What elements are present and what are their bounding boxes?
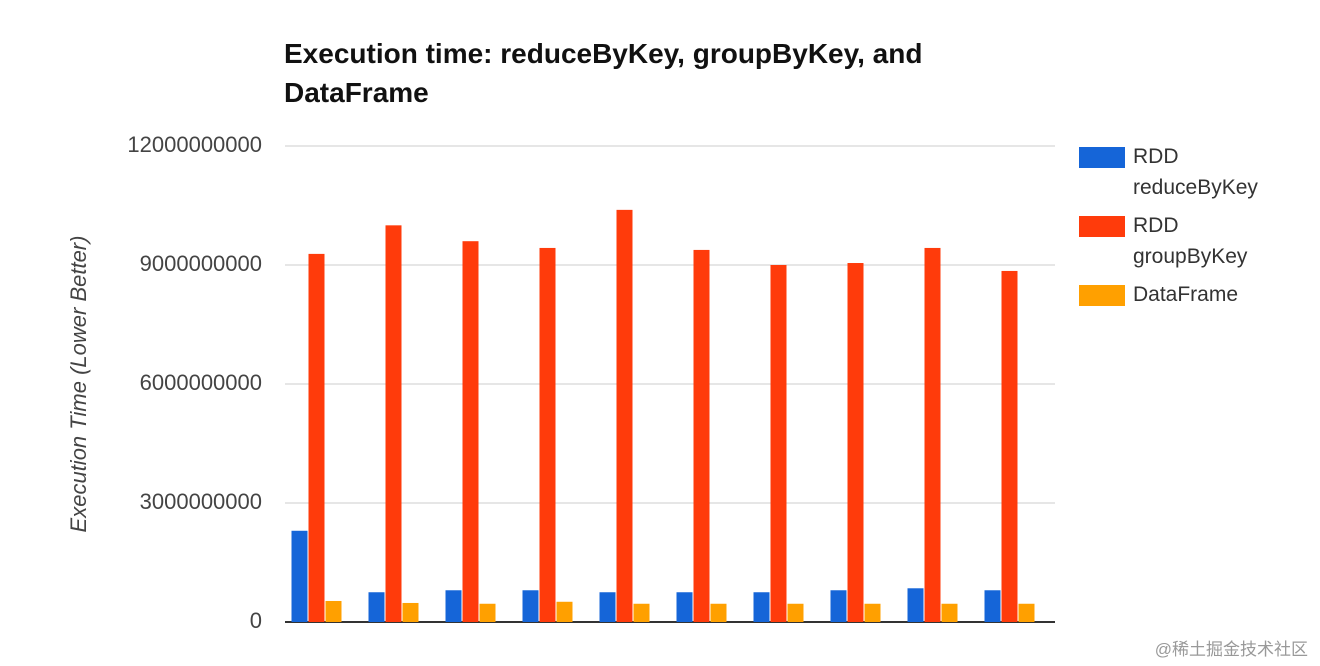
legend: RDD reduceByKey RDD groupByKey DataFrame <box>1079 143 1283 319</box>
legend-entry: RDD groupByKey <box>1079 212 1283 272</box>
bar <box>770 265 787 622</box>
bar <box>1001 270 1018 622</box>
bar <box>633 603 650 622</box>
bar <box>539 247 556 622</box>
y-tick-label: 12000000000 <box>127 132 262 157</box>
bar <box>385 225 402 623</box>
legend-swatch <box>1079 285 1125 306</box>
y-tick-label: 6000000000 <box>140 370 262 395</box>
legend-swatch <box>1079 216 1125 237</box>
bar <box>693 249 710 622</box>
legend-label: RDD groupByKey <box>1133 214 1248 268</box>
legend-entry: DataFrame <box>1079 281 1283 310</box>
chart-title: Execution time: reduceByKey, groupByKey,… <box>284 38 923 108</box>
bar <box>676 592 693 622</box>
bar <box>924 247 941 622</box>
bar <box>1018 603 1035 622</box>
bar <box>368 592 385 622</box>
bar <box>308 253 325 623</box>
bar <box>616 209 633 622</box>
bar <box>753 592 770 622</box>
bar <box>599 592 616 622</box>
bar <box>830 590 847 622</box>
y-axis-label: Execution Time (Lower Better) <box>66 236 91 533</box>
bar <box>462 241 479 622</box>
bar <box>907 588 924 622</box>
watermark: @稀土掘金技术社区 <box>1154 640 1308 659</box>
bar <box>479 603 496 622</box>
bar <box>984 590 1001 622</box>
bar <box>291 530 308 622</box>
y-tick-label: 3000000000 <box>140 489 262 514</box>
bar <box>325 600 342 622</box>
legend-entry: RDD reduceByKey <box>1079 143 1283 203</box>
bar <box>710 603 727 622</box>
y-tick-label: 9000000000 <box>140 251 262 276</box>
y-tick-label: 0 <box>250 608 262 633</box>
bar <box>556 601 573 622</box>
bar <box>522 590 539 622</box>
legend-label: DataFrame <box>1133 283 1239 306</box>
bar <box>445 590 462 622</box>
legend-swatch <box>1079 147 1125 168</box>
bar <box>787 603 804 622</box>
bar <box>402 602 419 622</box>
bar <box>847 263 864 622</box>
bar <box>864 603 881 622</box>
bar <box>941 603 958 622</box>
legend-label: RDD reduceByKey <box>1133 145 1258 199</box>
